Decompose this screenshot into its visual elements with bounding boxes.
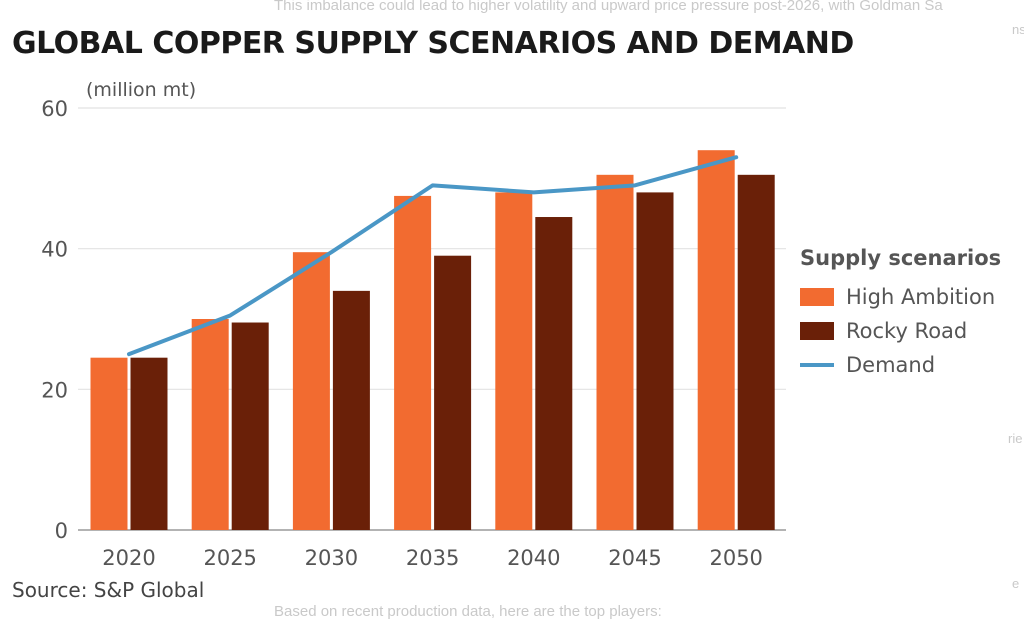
- y-axis-unit-label: (million mt): [86, 79, 197, 101]
- chart-legend: Supply scenarios High Ambition Rocky Roa…: [800, 246, 1001, 382]
- background-article-text: rie: [1008, 431, 1023, 446]
- legend-swatch-demand: [800, 363, 834, 367]
- legend-label-demand: Demand: [846, 353, 936, 377]
- background-article-text: ns: [1012, 22, 1024, 37]
- bar-high-ambition: [697, 150, 735, 530]
- bar-rocky-road: [231, 322, 269, 530]
- x-tick-label: 2025: [203, 546, 256, 570]
- x-tick-label: 2020: [102, 546, 155, 570]
- bar-high-ambition: [596, 174, 634, 531]
- bar-high-ambition: [292, 252, 330, 530]
- bar-rocky-road: [130, 357, 168, 530]
- bar-rocky-road: [535, 217, 573, 530]
- x-tick-label: 2035: [406, 546, 459, 570]
- background-article-text: Based on recent production data, here ar…: [274, 603, 662, 620]
- bar-high-ambition: [394, 195, 432, 530]
- chart-source: Source: S&P Global: [12, 578, 205, 602]
- x-tick-label: 2050: [709, 546, 762, 570]
- y-tick-label: 0: [55, 519, 68, 543]
- legend-item-rocky-road: Rocky Road: [800, 314, 1001, 348]
- bar-rocky-road: [636, 192, 674, 530]
- legend-item-high-ambition: High Ambition: [800, 280, 1001, 314]
- legend-title: Supply scenarios: [800, 246, 1002, 270]
- x-tick-label: 2030: [305, 546, 358, 570]
- demand-line: [127, 155, 739, 357]
- y-tick-label: 60: [41, 97, 68, 121]
- background-article-text: e: [1012, 576, 1020, 591]
- x-tick-label: 2045: [608, 546, 661, 570]
- chart-title: GLOBAL COPPER SUPPLY SCENARIOS AND DEMAN…: [12, 26, 854, 61]
- y-tick-label: 20: [41, 378, 68, 402]
- bar-high-ambition: [191, 319, 229, 530]
- bar-rocky-road: [332, 290, 370, 530]
- background-article-text: This imbalance could lead to higher vola…: [274, 0, 943, 14]
- bar-high-ambition: [90, 357, 128, 530]
- legend-swatch-rocky-road: [800, 322, 834, 340]
- x-tick-label: 2040: [507, 546, 560, 570]
- legend-swatch-high-ambition: [800, 288, 834, 306]
- bar-rocky-road: [737, 174, 775, 531]
- legend-label-rocky-road: Rocky Road: [846, 319, 968, 343]
- legend-label-high-ambition: High Ambition: [846, 285, 996, 309]
- y-tick-label: 40: [41, 238, 68, 262]
- bar-high-ambition: [495, 192, 533, 530]
- bar-rocky-road: [434, 255, 472, 530]
- legend-item-demand: Demand: [800, 348, 1001, 382]
